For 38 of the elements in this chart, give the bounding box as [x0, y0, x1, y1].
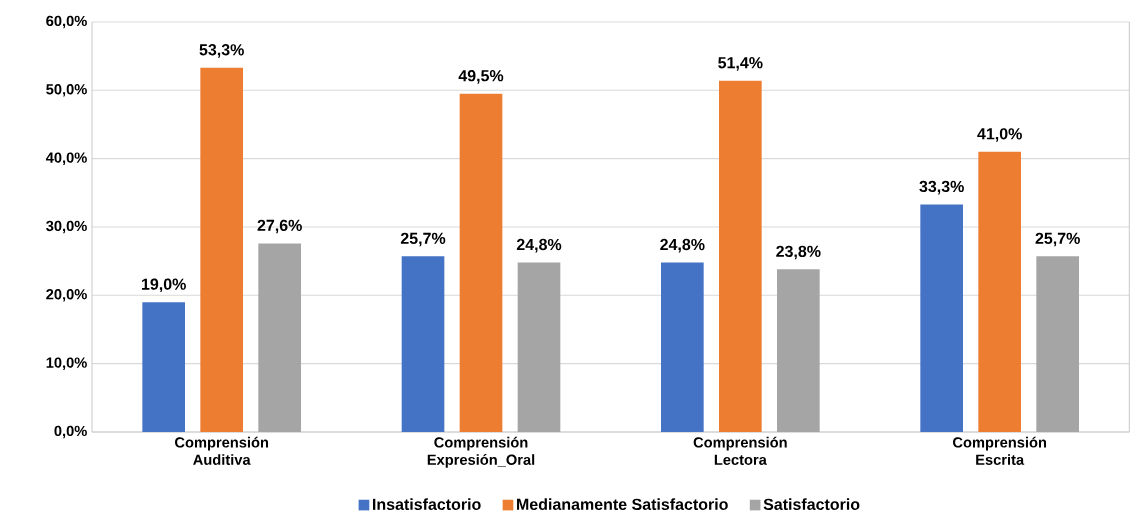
- bar: [978, 151, 1021, 432]
- data-label: 25,7%: [1035, 232, 1080, 247]
- bar: [777, 269, 820, 432]
- y-tick-label: 50,0%: [46, 84, 87, 97]
- bar: [401, 256, 445, 432]
- bar: [258, 243, 302, 432]
- x-tick-label: Comprensión Lectora: [693, 436, 787, 465]
- bar: [1036, 256, 1079, 432]
- data-label: 24,8%: [660, 238, 705, 253]
- legend-label: Insatisfactorio: [373, 498, 481, 510]
- data-label: 51,4%: [718, 57, 763, 71]
- y-tick-label: 30,0%: [46, 220, 87, 234]
- data-label: 23,8%: [776, 245, 821, 260]
- bar: [459, 93, 503, 432]
- bar: [920, 204, 963, 432]
- y-tick-label: 40,0%: [45, 152, 87, 165]
- bar: [661, 262, 704, 432]
- y-tick-label: 20,0%: [46, 289, 87, 302]
- data-label: 53,3%: [199, 44, 244, 58]
- legend-label: Medianamente Satisfactorio: [517, 498, 728, 510]
- bar: [200, 67, 244, 432]
- data-label: 25,7%: [400, 232, 446, 247]
- x-tick-label: Comprensión Escrita: [953, 436, 1047, 465]
- y-tick-label: 0,0%: [54, 425, 87, 439]
- data-label: 49,5%: [458, 70, 504, 84]
- y-tick-label: 60,0%: [46, 15, 87, 29]
- bar: [517, 262, 561, 432]
- bar: [142, 302, 186, 432]
- data-label: 41,0%: [977, 128, 1022, 142]
- data-label: 33,3%: [919, 180, 964, 195]
- legend-label: Satisfactorio: [763, 498, 860, 510]
- y-tick-label: 10,0%: [46, 357, 87, 370]
- bar: [719, 80, 762, 432]
- data-label: 19,0%: [142, 278, 186, 293]
- data-label: 27,6%: [257, 219, 302, 234]
- x-tick-label: Comprensión Auditiva: [175, 436, 269, 465]
- data-label: 24,8%: [516, 238, 562, 253]
- x-tick-label: Comprensión Expresión_Oral: [427, 436, 535, 468]
